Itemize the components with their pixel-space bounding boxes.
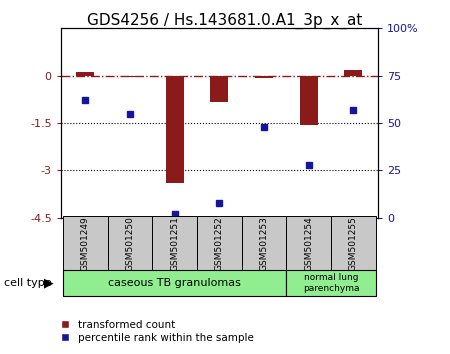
Bar (300, 76, 318, 125)
Bar (121, 76, 139, 77)
Text: GSM501249: GSM501249 (81, 216, 90, 271)
Text: normal lung
parenchyma: normal lung parenchyma (303, 273, 360, 292)
Text: GSM501253: GSM501253 (260, 216, 269, 271)
Bar (63, 216, 108, 271)
Bar (153, 216, 197, 271)
Bar (286, 216, 331, 271)
Text: GSM501254: GSM501254 (304, 216, 313, 271)
Bar (331, 216, 376, 271)
Bar (108, 216, 153, 271)
Bar (255, 76, 273, 78)
Bar (286, 270, 376, 296)
Bar (63, 270, 286, 296)
Text: caseous TB granulomas: caseous TB granulomas (108, 278, 241, 288)
Legend: transformed count, percentile rank within the sample: transformed count, percentile rank withi… (50, 315, 258, 347)
Text: GSM501255: GSM501255 (349, 216, 358, 271)
Text: ▶: ▶ (44, 277, 53, 290)
Bar (76, 72, 94, 76)
Text: GSM501250: GSM501250 (126, 216, 135, 271)
Text: GSM501251: GSM501251 (170, 216, 179, 271)
Bar (242, 216, 286, 271)
Text: GSM501252: GSM501252 (215, 216, 224, 271)
Text: cell type: cell type (4, 278, 52, 288)
Bar (166, 76, 184, 183)
Text: GDS4256 / Hs.143681.0.A1_3p_x_at: GDS4256 / Hs.143681.0.A1_3p_x_at (87, 12, 363, 29)
Bar (345, 70, 362, 76)
Bar (211, 76, 228, 103)
Bar (197, 216, 242, 271)
